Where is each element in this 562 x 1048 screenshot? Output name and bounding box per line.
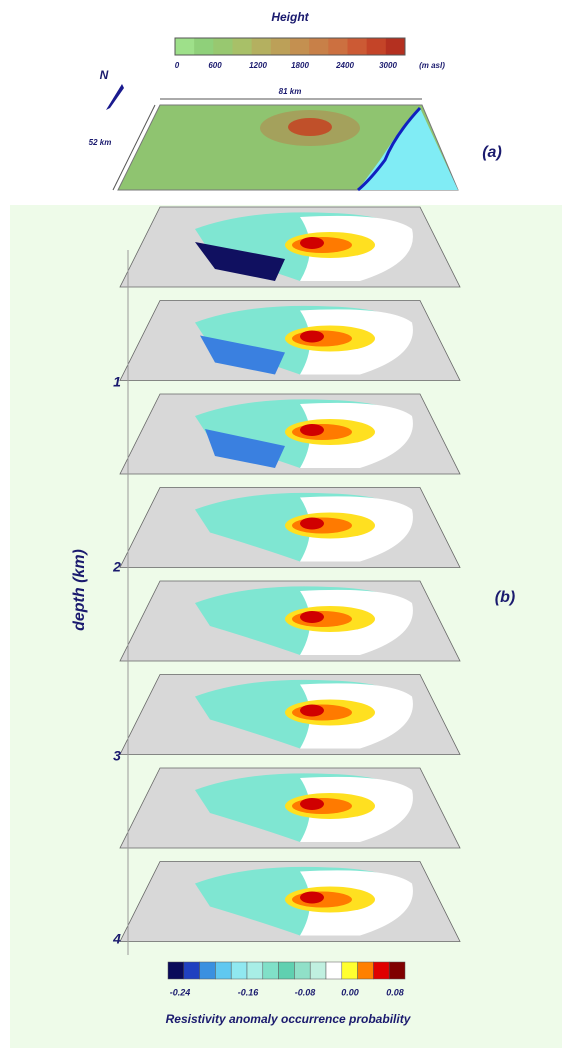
probability-color-cell — [168, 962, 184, 979]
north-arrow — [106, 84, 124, 110]
depth-tick: 3 — [113, 748, 121, 764]
page: {"panel_a": {"colorbar_title": "Height",… — [0, 0, 562, 1048]
depth-tick: 2 — [112, 559, 121, 575]
probability-color-cell — [310, 962, 326, 979]
depth-title: depth (km) — [71, 549, 88, 631]
slice-anomaly-red — [300, 237, 324, 249]
figure: Height 0 600 1200 1800 2400 3000 (m asl)… — [0, 0, 562, 1048]
probability-color-cell — [358, 962, 374, 979]
depth-tick: 4 — [112, 931, 121, 947]
slice-anomaly-red — [300, 518, 324, 530]
probability-color-cell — [263, 962, 279, 979]
probability-color-cell — [215, 962, 231, 979]
probability-title: Resistivity anomaly occurrence probabili… — [166, 1012, 412, 1026]
height-tick: 600 — [208, 61, 222, 70]
probability-color-cell — [373, 962, 389, 979]
probability-tick: -0.08 — [295, 987, 316, 997]
panel-b-label: (b) — [495, 589, 515, 606]
height-color-cell — [367, 38, 387, 55]
probability-tick: -0.16 — [238, 987, 260, 997]
slice-anomaly-red — [300, 331, 324, 343]
slice-anomaly-red — [300, 892, 324, 904]
probability-tick: 0.08 — [386, 987, 404, 997]
probability-color-cell — [389, 962, 405, 979]
probability-color-cell — [184, 962, 200, 979]
slice-anomaly-red — [300, 424, 324, 436]
probability-colorbar — [168, 962, 405, 979]
height-tick: 2400 — [335, 61, 354, 70]
height-color-cell — [233, 38, 253, 55]
probability-tick: 0.00 — [341, 987, 359, 997]
probability-color-cell — [247, 962, 263, 979]
width-label: 81 km — [279, 87, 302, 96]
height-color-cell — [290, 38, 310, 55]
height-color-cell — [213, 38, 233, 55]
probability-color-cell — [326, 962, 342, 979]
height-title: Height — [271, 10, 309, 24]
height-colorbar — [175, 38, 406, 55]
height-tick: 1800 — [291, 61, 309, 70]
height-tick: 1200 — [249, 61, 267, 70]
height-tick: 3000 — [379, 61, 397, 70]
height-color-cell — [309, 38, 329, 55]
probability-color-cell — [342, 962, 358, 979]
probability-color-cell — [279, 962, 295, 979]
height-color-cell — [175, 38, 195, 55]
probability-color-cell — [294, 962, 310, 979]
height-color-cell — [386, 38, 406, 55]
slice-anomaly-red — [300, 705, 324, 717]
north-label: N — [100, 68, 109, 82]
height-color-cell — [252, 38, 272, 55]
height-color-cell — [328, 38, 348, 55]
height-tick: 0 — [175, 61, 180, 70]
height-color-cell — [194, 38, 214, 55]
height-color-cell — [271, 38, 291, 55]
depth-dimension-label: 52 km — [89, 138, 112, 147]
height-color-cell — [348, 38, 368, 55]
slice-anomaly-red — [300, 611, 324, 623]
slice-anomaly-red — [300, 798, 324, 810]
probability-tick: -0.24 — [170, 987, 191, 997]
probability-color-cell — [231, 962, 247, 979]
relief-peak — [288, 118, 332, 136]
probability-color-cell — [200, 962, 216, 979]
panel-a-label: (a) — [482, 144, 502, 161]
height-unit: (m asl) — [419, 61, 445, 70]
depth-tick: 1 — [113, 374, 121, 390]
